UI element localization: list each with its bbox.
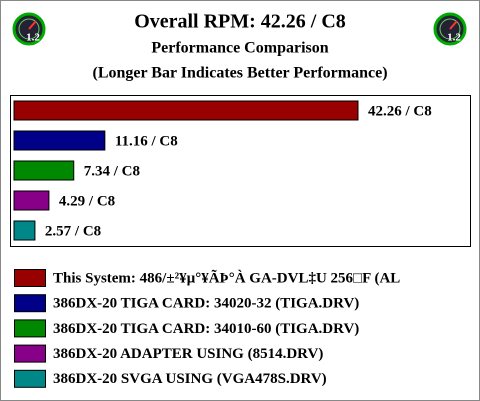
- plot-frame: [10, 95, 471, 247]
- value-label: 7.34 / C8: [84, 163, 140, 179]
- value-label: 11.16 / C8: [115, 133, 178, 149]
- value-label: 42.26 / C8: [368, 103, 432, 119]
- legend-label: 386DX-20 TIGA CARD: 34010-60 (TIGA.DRV): [53, 321, 359, 337]
- legend-swatch: [14, 319, 46, 338]
- bar: [13, 190, 50, 211]
- legend-swatch: [14, 369, 46, 388]
- legend-swatch: [14, 294, 46, 313]
- legend-label: 386DX-20 SVGA USING (VGA478S.DRV): [53, 371, 327, 387]
- legend-label: 386DX-20 TIGA CARD: 34020-32 (TIGA.DRV): [53, 296, 359, 312]
- legend-swatch: [14, 344, 46, 363]
- badge-label: 1.2: [26, 32, 40, 44]
- badge-icon: 1.2: [433, 12, 467, 46]
- bar: [13, 130, 106, 151]
- chart-subtitle: Performance Comparison: [151, 40, 328, 57]
- legend-swatch: [14, 269, 46, 287]
- chart-title: Overall RPM: 42.26 / C8: [134, 11, 346, 33]
- bar: [13, 160, 75, 181]
- badge-icon: 1.2: [12, 12, 46, 46]
- value-label: 4.29 / C8: [59, 193, 115, 209]
- chart-note: (Longer Bar Indicates Better Performance…: [92, 65, 387, 82]
- badge-label: 1.2: [447, 32, 461, 44]
- bar: [13, 220, 36, 241]
- legend-label: 386DX-20 ADAPTER USING (8514.DRV): [53, 346, 323, 362]
- value-label: 2.57 / C8: [45, 223, 101, 239]
- legend-label: This System: 486/±²¥µ°¥ÃÞ°À GA-DVL‡U 256…: [53, 268, 400, 286]
- bar: [13, 100, 359, 121]
